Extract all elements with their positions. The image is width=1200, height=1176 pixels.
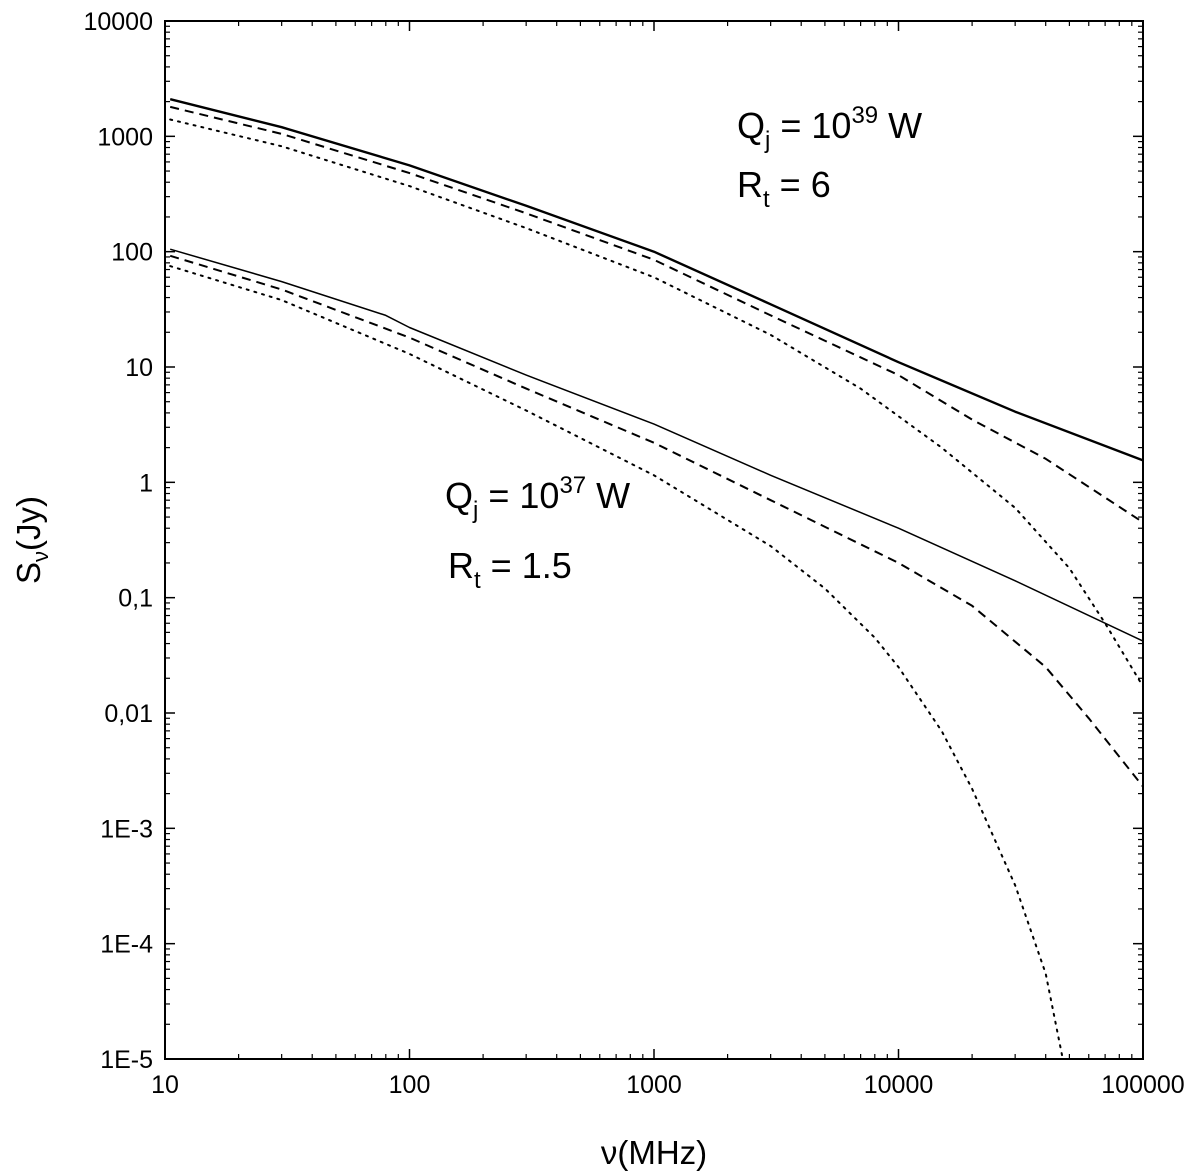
y-tick-label: 1000 — [97, 123, 153, 151]
x-axis-title: ν(MHz) — [601, 1134, 707, 1171]
annotation-lower-q: Qj = 1037 W — [445, 472, 630, 524]
plot-frame — [164, 20, 1144, 1060]
y-tick-label: 0,1 — [118, 585, 153, 613]
series-lower-solid — [169, 248, 1144, 642]
y-tick-label: 100 — [111, 239, 153, 267]
annotation-upper-r: Rt = 6 — [737, 164, 831, 213]
y-axis-title: Sν(Jy) — [10, 496, 53, 584]
series-upper-dashed — [169, 105, 1144, 524]
x-tick-label: 1000 — [626, 1071, 682, 1099]
y-tick-label: 1E-4 — [100, 931, 153, 959]
tick-labels: 10 100 1000 10000 100000 10000 1000 100 10 1 0,1 0,… — [83, 8, 1184, 1099]
series-lower-dashed — [169, 254, 1144, 788]
annotation-lower-r: Rt = 1.5 — [448, 545, 572, 594]
axis-ticks — [164, 20, 1144, 1060]
x-tick-label: 100000 — [1101, 1071, 1184, 1099]
x-tick-label: 100 — [389, 1071, 431, 1099]
series-upper-solid — [169, 98, 1144, 462]
x-tick-label: 10 — [151, 1071, 179, 1099]
y-tick-label: 1E-5 — [100, 1046, 153, 1074]
annotation-upper-q: Qj = 1039 W — [737, 102, 922, 154]
y-tick-label: 1E-3 — [100, 815, 153, 843]
x-tick-label: 10000 — [864, 1071, 934, 1099]
series-layer — [169, 98, 1144, 1060]
y-tick-label: 10 — [125, 354, 153, 382]
y-tick-label: 10000 — [83, 8, 153, 36]
series-lower-dotted — [169, 265, 1064, 1060]
y-tick-label: 0,01 — [104, 700, 153, 728]
y-tick-label: 1 — [139, 469, 153, 497]
series-upper-dotted — [169, 118, 1144, 688]
